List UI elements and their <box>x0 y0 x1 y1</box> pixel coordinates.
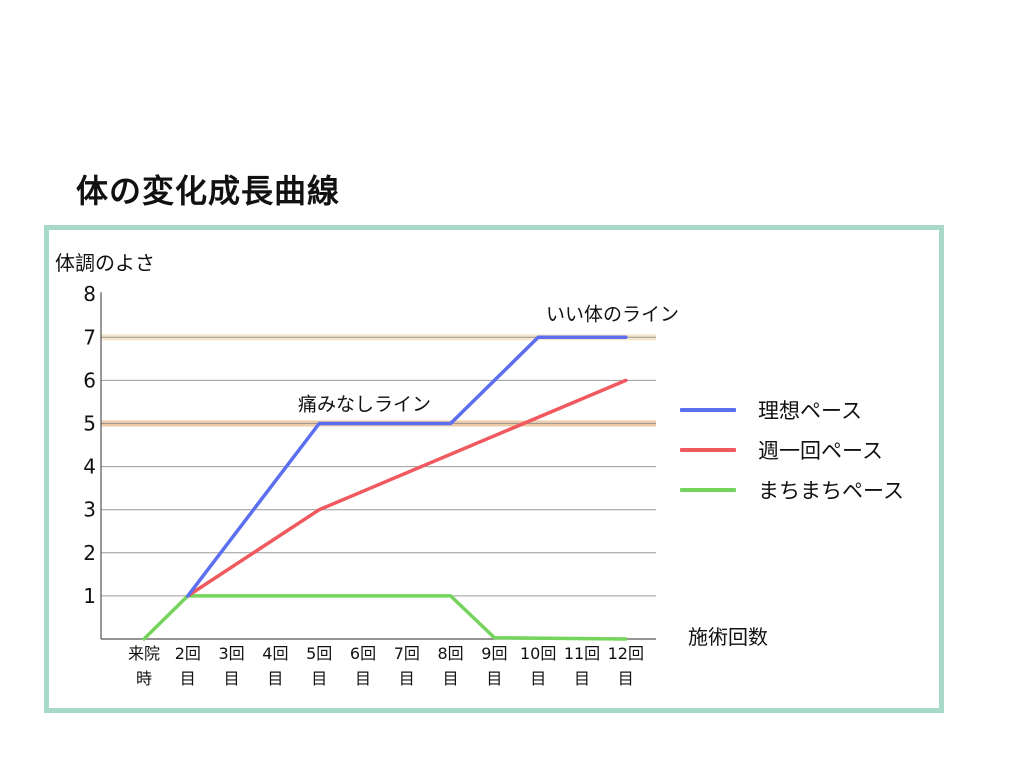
x-tick-label-4-line2: 目 <box>267 669 283 688</box>
series-line-ideal <box>186 335 628 598</box>
x-tick-label-12-line1: 12回 <box>608 644 644 663</box>
x-axis-label: 施術回数 <box>688 625 768 649</box>
x-tick-label-6-line2: 目 <box>355 669 371 688</box>
legend-label-irregular: まちまちペース <box>758 479 904 503</box>
y-tick-label-1: 1 <box>83 584 96 608</box>
chart-legend: 理想ペース 週一回ペース まちまちペース <box>680 390 904 510</box>
x-tick-label-8-line1: 8回 <box>438 644 464 663</box>
y-tick-label-8: 8 <box>83 282 96 306</box>
reference-label-pain-free: 痛みなしライン <box>298 394 431 416</box>
legend-label-ideal: 理想ペース <box>758 399 862 423</box>
legend-item-irregular: まちまちペース <box>680 470 904 510</box>
legend-swatch-irregular <box>680 488 736 492</box>
y-tick-label-5: 5 <box>83 412 96 436</box>
x-tick-label-11-line1: 11回 <box>564 644 600 663</box>
x-tick-label-2-line2: 目 <box>180 669 196 688</box>
x-tick-label-1-line2: 時 <box>136 669 152 688</box>
reference-label-good-body: いい体のライン <box>546 303 679 325</box>
x-tick-label-3-line1: 3回 <box>219 644 245 663</box>
y-tick-label-3: 3 <box>83 498 96 522</box>
x-tick-label-6-line1: 6回 <box>350 644 376 663</box>
x-tick-label-2-line1: 2回 <box>175 644 201 663</box>
x-tick-label-11-line2: 目 <box>574 669 590 688</box>
x-tick-label-3-line2: 目 <box>224 669 240 688</box>
y-tick-label-7: 7 <box>83 325 96 349</box>
x-tick-label-10-line2: 目 <box>530 669 546 688</box>
x-tick-label-10-line1: 10回 <box>520 644 556 663</box>
legend-item-ideal: 理想ペース <box>680 390 904 430</box>
y-tick-label-6: 6 <box>83 368 96 392</box>
x-tick-label-5-line2: 目 <box>311 669 327 688</box>
y-axis-label: 体調のよさ <box>55 251 155 275</box>
y-tick-label-4: 4 <box>83 455 96 479</box>
legend-label-weekly: 週一回ペース <box>758 439 883 463</box>
legend-item-weekly: 週一回ペース <box>680 430 904 470</box>
x-tick-label-7-line2: 目 <box>399 669 415 688</box>
page-title: 体の変化成長曲線 <box>76 172 341 210</box>
series-line-weekly <box>186 378 628 598</box>
x-tick-label-1-line1: 来院 <box>128 644 160 663</box>
x-tick-label-12-line2: 目 <box>618 669 634 688</box>
x-tick-label-7-line1: 7回 <box>394 644 420 663</box>
legend-swatch-weekly <box>680 448 736 452</box>
chart-frame <box>44 225 944 713</box>
series-line-irregular <box>142 594 628 641</box>
x-tick-label-8-line2: 目 <box>443 669 459 688</box>
x-tick-label-9-line2: 目 <box>486 669 502 688</box>
x-tick-label-4-line1: 4回 <box>262 644 288 663</box>
legend-swatch-ideal <box>680 408 736 412</box>
x-tick-label-5-line1: 5回 <box>306 644 332 663</box>
x-tick-label-9-line1: 9回 <box>481 644 507 663</box>
y-tick-label-2: 2 <box>83 541 96 565</box>
